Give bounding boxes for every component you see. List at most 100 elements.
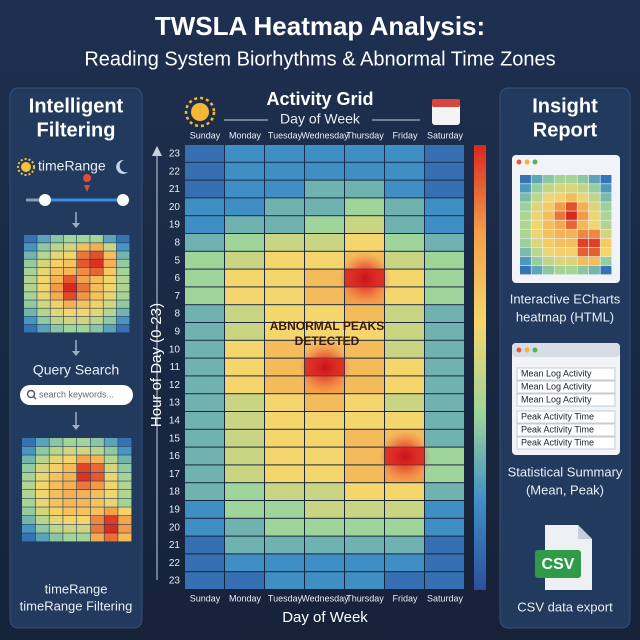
heatmap-cell: [345, 234, 384, 251]
heatmap-cell: [265, 394, 304, 411]
heatmap-cell: [305, 501, 344, 518]
heatmap-cell: [345, 198, 384, 216]
heatmap-cell: [265, 447, 304, 465]
y-tick-label: 11: [170, 362, 181, 373]
mini-cell: [520, 265, 531, 275]
x-tick-label: Wednesday: [301, 130, 349, 140]
mini-cell: [116, 284, 130, 292]
heatmap-cell: [345, 447, 384, 465]
x-tick-label: Wednesday: [301, 593, 349, 603]
mini-cell: [63, 516, 77, 525]
time-range-label: timeRange: [38, 158, 106, 174]
mini-cell: [589, 229, 600, 239]
heatmap-cell: [305, 162, 344, 180]
mini-cell: [104, 507, 118, 516]
heatmap-cell: [305, 269, 344, 287]
mini-cell: [22, 490, 36, 499]
mini-cell: [35, 481, 49, 490]
heatmap-cell: [265, 536, 304, 554]
heatmap-cell: [425, 162, 464, 180]
mini-cell: [77, 243, 90, 251]
search-box[interactable]: [20, 385, 133, 405]
mini-cell: [554, 211, 566, 220]
heatmap-cell: [225, 483, 264, 500]
mini-cell: [520, 202, 531, 211]
heatmap-cell: [425, 376, 464, 394]
mini-cell: [118, 446, 132, 455]
heatmap-cell: [265, 483, 304, 500]
x-tick-label: Friday: [392, 593, 418, 603]
mini-cell: [63, 455, 77, 464]
y-tick-label: 10: [169, 344, 181, 355]
heatmap-cell: [345, 305, 384, 322]
mini-cell: [90, 267, 103, 276]
heatmap-cell: [385, 198, 424, 216]
y-tick-label: 9: [174, 327, 180, 338]
mini-cell: [103, 300, 117, 308]
heatmap-cell: [345, 554, 384, 572]
moon-icon: [116, 159, 128, 174]
mini-cell: [50, 308, 64, 317]
heatmap-cell: [265, 145, 304, 162]
mini-cell: [589, 202, 600, 211]
mini-cell: [600, 220, 612, 229]
heatmap-cell: [305, 447, 344, 465]
x-tick-label: Thursday: [346, 130, 384, 140]
heatmap-cell: [385, 234, 424, 251]
mini-cell: [531, 238, 543, 248]
window-dot: [524, 347, 530, 353]
mini-cell: [77, 490, 91, 499]
mini-cell: [35, 455, 49, 464]
mini-cell: [63, 446, 77, 455]
mini-cell: [63, 464, 77, 473]
mini-cell: [22, 455, 36, 464]
mini-cell: [566, 193, 577, 202]
mini-cell: [90, 524, 104, 533]
mini-cell: [566, 256, 577, 266]
heatmap-cell: [385, 340, 424, 358]
mini-cell: [90, 533, 104, 542]
slider-handle[interactable]: [117, 194, 129, 206]
mini-cell: [22, 524, 36, 533]
window-dot: [532, 159, 538, 165]
mini-cell: [22, 507, 36, 516]
mini-cell: [104, 446, 118, 455]
mini-cell: [600, 193, 612, 202]
mini-cell: [531, 211, 543, 220]
flow-arrow: [72, 425, 80, 430]
mini-cell: [63, 316, 77, 325]
heatmap: 23 22 21 20 19 8 5 6 7 8 9 10 11 12 13 14 15 16 17 18 19 20 21…: [169, 130, 464, 603]
mini-cell: [90, 292, 103, 300]
x-tick-label: Thursday: [346, 593, 384, 603]
window-dot: [524, 159, 530, 165]
heatmap-cell: [185, 483, 224, 500]
y-tick-label: 16: [169, 451, 181, 462]
search-placeholder: search keywords...: [39, 389, 114, 399]
heatmap-cell: [265, 501, 304, 518]
mini-cell: [63, 284, 77, 292]
mini-cell: [77, 300, 90, 308]
summary-row-box: [516, 423, 616, 437]
mini-cell: [554, 175, 566, 184]
mini-cell: [22, 438, 36, 447]
report-caption: heatmap (HTML): [516, 309, 614, 324]
heatmap-cell: [345, 394, 384, 411]
mini-cell: [63, 481, 77, 490]
mini-cell: [22, 464, 36, 473]
heatmap-cell: [265, 162, 304, 180]
mini-cell: [600, 265, 612, 275]
search-icon: [33, 396, 37, 400]
heatmap-cell: [185, 162, 224, 180]
slider-handle[interactable]: [39, 194, 51, 206]
x-tick-label: Saturday: [427, 593, 464, 603]
mini-cell: [520, 256, 531, 266]
y-tick-label: 19: [169, 505, 181, 516]
mini-cell: [90, 316, 103, 325]
mini-cell: [63, 300, 77, 308]
window-bar: [512, 343, 620, 357]
mini-cell: [77, 324, 90, 333]
mini-cell: [24, 284, 37, 292]
mini-cell: [90, 481, 104, 490]
heatmap-cell: [265, 180, 304, 198]
y-axis-label: Hour of Day (0-23): [148, 303, 165, 427]
